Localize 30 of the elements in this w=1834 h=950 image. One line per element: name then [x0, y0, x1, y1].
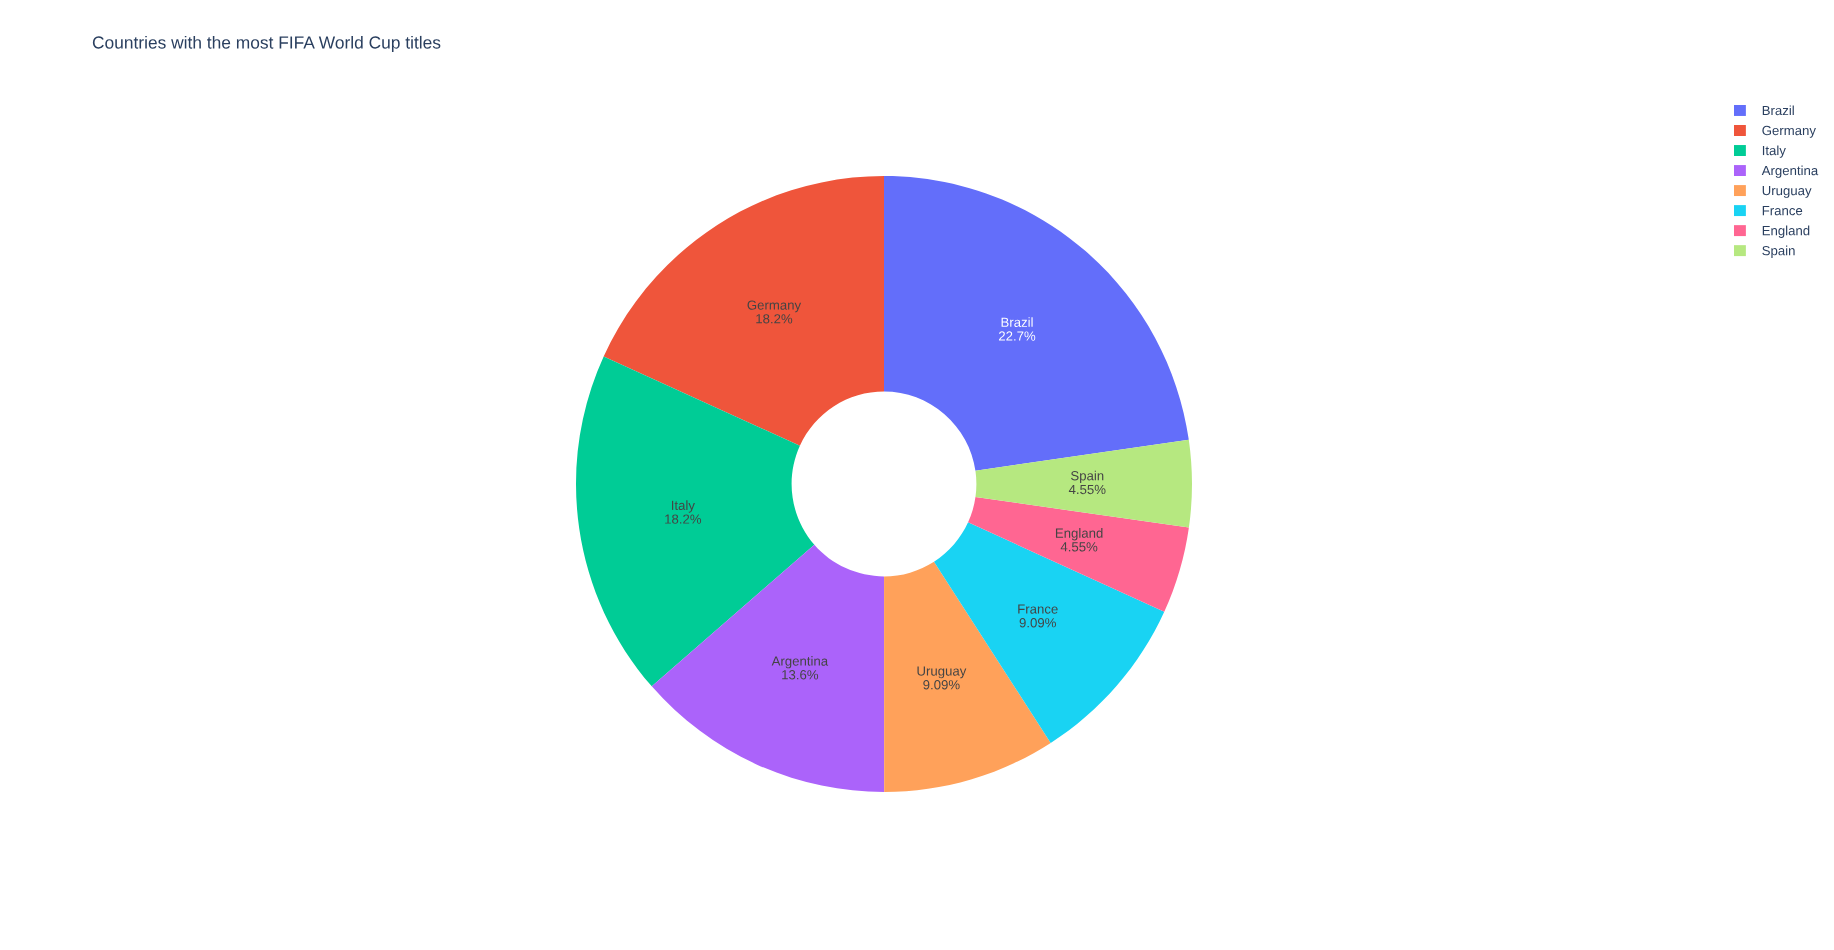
data-label: 22.7%	[998, 331, 1036, 341]
legend-label: Uruguay	[1762, 186, 1812, 198]
donut-slice	[603, 176, 884, 446]
data-label: 9.09%	[923, 680, 960, 690]
data-label: 18.2%	[756, 314, 793, 324]
legend-label: Germany	[1762, 125, 1816, 138]
text: Countries with the most FIFA World Cup titles	[92, 35, 441, 53]
legend-label: England	[1762, 225, 1810, 238]
data-label: 18.2%	[665, 514, 702, 524]
legend-label: Spain	[1762, 245, 1795, 258]
slice-label: Spain	[1071, 470, 1104, 484]
slice-label: Argentina	[771, 656, 829, 669]
legend-label: Argentina	[1761, 165, 1819, 178]
legend-label: Brazil	[1762, 105, 1794, 116]
slice-label: Brazil	[1001, 317, 1033, 327]
slice-label: Germany	[747, 300, 802, 313]
data-label: 4.55%	[1060, 542, 1098, 552]
slice-label: England	[1055, 528, 1103, 541]
slice-label: France	[1018, 604, 1058, 614]
legend-label: Italy	[1762, 145, 1786, 158]
donut-slice	[975, 439, 1192, 528]
donut-slice	[968, 497, 1189, 612]
data-label: 13.6%	[782, 670, 819, 680]
data-label: 9.09%	[1019, 618, 1056, 628]
slice-label: Uruguay	[917, 666, 967, 679]
data-label: 4.55%	[1068, 484, 1106, 495]
donut-slice	[884, 176, 1189, 471]
legend-label: France	[1762, 206, 1803, 216]
donut-slice	[651, 544, 885, 792]
slice-label: Italy	[671, 500, 695, 513]
